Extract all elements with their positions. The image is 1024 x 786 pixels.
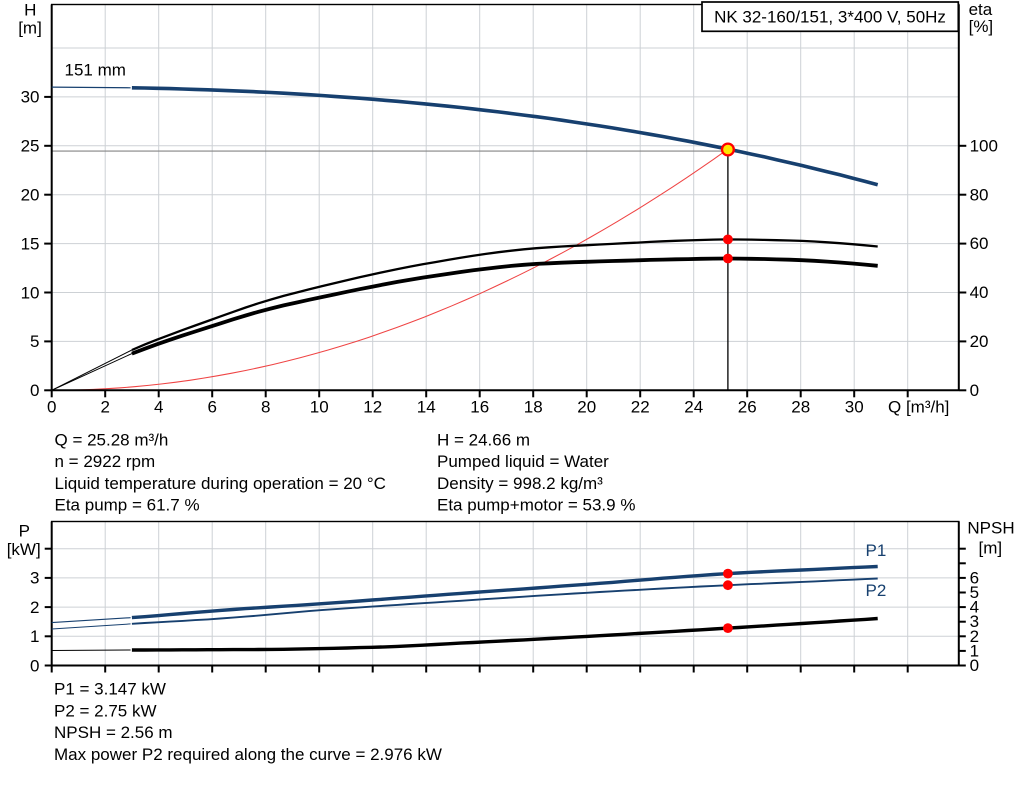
svg-text:20: 20 (577, 398, 596, 417)
svg-text:0: 0 (970, 381, 979, 400)
svg-text:NPSH = 2.56 m: NPSH = 2.56 m (54, 723, 173, 742)
svg-text:P2 = 2.75 kW: P2 = 2.75 kW (54, 701, 157, 720)
svg-text:30: 30 (845, 398, 864, 417)
svg-text:20: 20 (970, 332, 989, 351)
svg-text:Pumped liquid = Water: Pumped liquid = Water (437, 452, 609, 471)
svg-text:2: 2 (100, 398, 109, 417)
svg-text:Q [m³/h]: Q [m³/h] (888, 398, 949, 417)
svg-text:20: 20 (21, 186, 40, 205)
svg-text:25: 25 (21, 137, 40, 156)
svg-text:28: 28 (791, 398, 810, 417)
svg-text:8: 8 (261, 398, 270, 417)
svg-text:P: P (19, 521, 30, 540)
svg-text:2: 2 (30, 598, 39, 617)
svg-text:Eta pump = 61.7 %: Eta pump = 61.7 % (55, 496, 200, 515)
svg-text:H: H (24, 0, 36, 19)
svg-text:Liquid temperature during oper: Liquid temperature during operation = 20… (55, 474, 386, 493)
svg-text:Density = 998.2 kg/m³: Density = 998.2 kg/m³ (437, 474, 603, 493)
svg-text:3: 3 (30, 569, 39, 588)
svg-text:3: 3 (970, 612, 979, 631)
svg-text:P1: P1 (866, 541, 887, 560)
svg-text:4: 4 (154, 398, 163, 417)
svg-text:100: 100 (970, 136, 998, 155)
svg-text:[kW]: [kW] (7, 540, 41, 559)
svg-text:2: 2 (970, 627, 979, 646)
svg-text:0: 0 (30, 381, 39, 400)
svg-text:40: 40 (970, 283, 989, 302)
svg-text:6: 6 (970, 568, 979, 587)
svg-text:Max power P2 required along th: Max power P2 required along the curve = … (54, 745, 442, 764)
svg-text:6: 6 (207, 398, 216, 417)
svg-text:18: 18 (524, 398, 543, 417)
svg-text:12: 12 (363, 398, 382, 417)
svg-text:[m]: [m] (18, 18, 42, 37)
svg-text:5: 5 (970, 583, 979, 602)
svg-text:0: 0 (30, 656, 39, 675)
svg-text:16: 16 (470, 398, 489, 417)
svg-text:14: 14 (417, 398, 436, 417)
svg-text:NPSH: NPSH (967, 518, 1014, 537)
svg-text:15: 15 (21, 234, 40, 253)
svg-text:n = 2922 rpm: n = 2922 rpm (55, 452, 156, 471)
svg-text:1: 1 (970, 641, 979, 660)
svg-text:NK 32-160/151, 3*400 V, 50Hz: NK 32-160/151, 3*400 V, 50Hz (714, 8, 946, 27)
svg-text:Q = 25.28 m³/h: Q = 25.28 m³/h (55, 431, 169, 450)
svg-text:[%]: [%] (969, 17, 994, 36)
svg-text:10: 10 (21, 283, 40, 302)
svg-text:0: 0 (47, 398, 56, 417)
svg-text:P2: P2 (866, 581, 887, 600)
svg-text:4: 4 (970, 598, 979, 617)
svg-text:1: 1 (30, 627, 39, 646)
svg-text:eta: eta (969, 0, 993, 19)
svg-text:5: 5 (30, 332, 39, 351)
svg-text:24: 24 (684, 398, 703, 417)
svg-text:22: 22 (631, 398, 650, 417)
svg-text:30: 30 (21, 88, 40, 107)
svg-text:Eta pump+motor = 53.9 %: Eta pump+motor = 53.9 % (437, 496, 635, 515)
svg-text:H = 24.66 m: H = 24.66 m (437, 431, 530, 450)
svg-text:151 mm: 151 mm (65, 60, 126, 79)
svg-text:[m]: [m] (978, 538, 1002, 557)
svg-text:60: 60 (970, 234, 989, 253)
svg-text:80: 80 (970, 185, 989, 204)
svg-text:P1 = 3.147 kW: P1 = 3.147 kW (54, 680, 166, 699)
svg-text:0: 0 (970, 656, 979, 675)
svg-text:10: 10 (310, 398, 329, 417)
svg-text:26: 26 (738, 398, 757, 417)
